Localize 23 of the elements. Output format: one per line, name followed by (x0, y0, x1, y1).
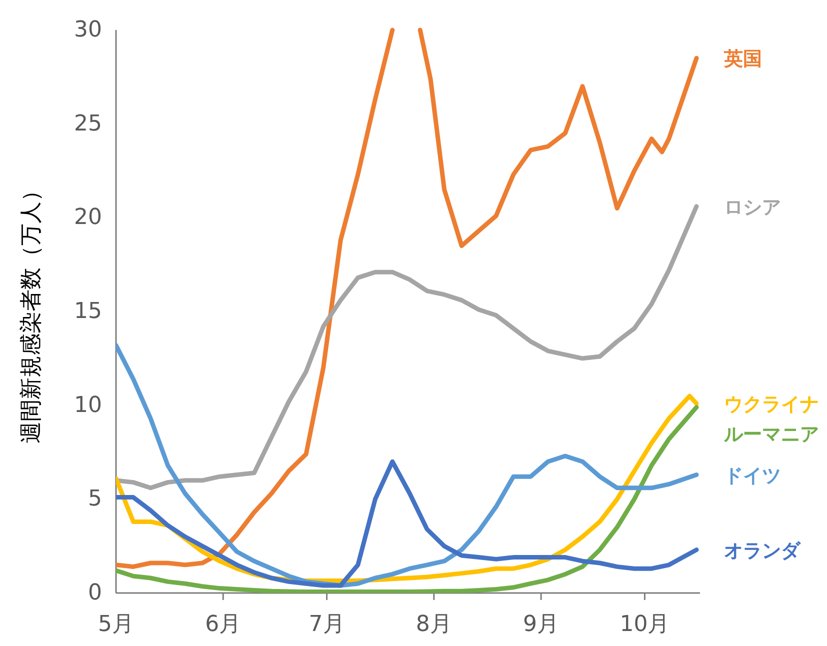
series-label: ウクライナ (724, 393, 819, 416)
y-tick-label: 0 (88, 580, 102, 606)
series-label: ルーマニア (723, 423, 819, 446)
x-tick-label: 6月 (205, 612, 242, 637)
x-tick-label: 10月 (620, 612, 670, 637)
y-tick-label: 15 (74, 299, 102, 324)
y-tick-label: 20 (74, 205, 102, 230)
x-tick-label: 9月 (523, 612, 560, 637)
y-tick-label: 5 (88, 486, 102, 512)
line-series (116, 459, 699, 588)
x-tick-label: 5月 (98, 612, 134, 637)
line-series (116, 204, 699, 490)
line-series (116, 343, 699, 588)
x-tick-label: 7月 (308, 612, 345, 637)
y-axis-title: 週間新規感染者数（万人） (19, 180, 44, 444)
y-tick-label: 10 (74, 392, 102, 418)
series-label: ドイツ (724, 464, 781, 487)
series-label: 英国 (723, 48, 762, 70)
x-tick-label: 8月 (416, 612, 452, 637)
series-label: オランダ (724, 540, 801, 562)
y-tick-label: 30 (74, 18, 102, 42)
y-tick-label: 25 (74, 111, 102, 136)
series-label: ロシア (724, 196, 781, 218)
